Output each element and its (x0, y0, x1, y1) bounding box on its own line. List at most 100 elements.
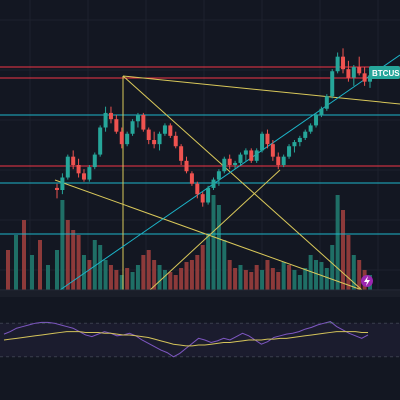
candle-body[interactable] (287, 146, 292, 157)
lightning-icon[interactable] (361, 275, 373, 287)
candle-body[interactable] (308, 125, 313, 132)
candle-body[interactable] (55, 187, 59, 190)
rsi-band (0, 323, 400, 357)
badge-background (369, 66, 400, 79)
candle-body[interactable] (173, 135, 178, 147)
volume-bar (130, 272, 135, 290)
volume-bar (92, 240, 97, 290)
candle-body[interactable] (119, 131, 124, 145)
volume-bar (114, 270, 119, 290)
candle-body[interactable] (162, 125, 167, 134)
candle-body[interactable] (87, 167, 92, 180)
volume-bar (357, 260, 362, 290)
candle-body[interactable] (227, 158, 232, 165)
volume-bar (98, 245, 103, 290)
candle-body[interactable] (200, 194, 205, 203)
candle-body[interactable] (195, 183, 200, 195)
volume-bar (211, 195, 216, 290)
candle-body[interactable] (238, 154, 243, 163)
trendline-diagonal-down[interactable] (122, 75, 363, 291)
candle-body[interactable] (76, 165, 81, 174)
candle-body[interactable] (114, 119, 119, 132)
candle-body[interactable] (314, 115, 319, 126)
candle-body[interactable] (330, 71, 335, 97)
volume-bar (103, 260, 108, 290)
volume-bar (227, 260, 232, 290)
volume-bar (30, 255, 34, 290)
candle-body[interactable] (351, 67, 356, 78)
volume-bar (303, 268, 308, 290)
candle-body[interactable] (265, 133, 270, 145)
rsi-line[interactable] (3, 320, 369, 358)
trendline-top[interactable] (122, 75, 400, 105)
candle-body[interactable] (222, 158, 227, 172)
candle-body[interactable] (189, 173, 194, 184)
trendline-diagonal-up[interactable] (149, 169, 281, 291)
candle-body[interactable] (324, 96, 329, 109)
volume-bar (254, 265, 259, 290)
volume-bar (276, 272, 281, 290)
candle-body[interactable] (157, 133, 162, 145)
candle-body[interactable] (346, 69, 351, 78)
candle-body[interactable] (260, 133, 265, 151)
candle-body[interactable] (81, 173, 86, 180)
candle-body[interactable] (211, 179, 216, 188)
candle-body[interactable] (357, 67, 362, 74)
candle-body[interactable] (335, 56, 340, 72)
volume-bar (81, 255, 86, 290)
volume-bar (76, 235, 81, 290)
candle-body[interactable] (179, 146, 184, 161)
volume-bar (243, 270, 248, 290)
candle-body[interactable] (108, 112, 113, 120)
candle-body[interactable] (152, 140, 157, 145)
candle-body[interactable] (71, 156, 76, 165)
candle-body[interactable] (249, 150, 254, 161)
volume-bar (330, 245, 335, 290)
candle-body[interactable] (362, 73, 367, 82)
candle-body[interactable] (168, 125, 173, 136)
candle-body[interactable] (146, 129, 151, 140)
candle-body[interactable] (341, 56, 346, 70)
volume-bar (152, 260, 157, 290)
candle-body[interactable] (281, 156, 286, 165)
trendline-lower[interactable] (54, 179, 363, 291)
candle-body[interactable] (297, 137, 302, 143)
volume-bar (189, 260, 194, 290)
candle-body[interactable] (98, 127, 103, 155)
candle-body[interactable] (130, 121, 135, 134)
volume-bar (297, 275, 302, 290)
candle-body[interactable] (60, 177, 65, 191)
volume-bar (233, 268, 238, 290)
volume-bar (119, 275, 124, 290)
candle-body[interactable] (184, 160, 189, 172)
candle-body[interactable] (319, 108, 324, 115)
candle-body[interactable] (206, 187, 211, 203)
trendline-channel-cyan[interactable] (59, 54, 400, 291)
volume-bar (125, 268, 130, 290)
candle-body[interactable] (243, 150, 248, 155)
candle-body[interactable] (135, 115, 140, 122)
candle-body[interactable] (303, 131, 308, 138)
candle-body[interactable] (233, 162, 238, 165)
candle-body[interactable] (125, 133, 130, 145)
candle-body[interactable] (216, 171, 221, 180)
candle-body[interactable] (141, 115, 146, 130)
candle-body[interactable] (65, 156, 70, 178)
candle-body[interactable] (92, 154, 97, 168)
rsi-moving-average-line[interactable] (3, 331, 368, 347)
candle-body[interactable] (276, 156, 281, 165)
candle-body[interactable] (292, 142, 297, 147)
volume-bar (173, 275, 178, 290)
volume-bar (324, 268, 329, 290)
rsi-indicator-pane[interactable] (0, 320, 400, 358)
symbol-price-badge[interactable]: BTCUSDT (369, 66, 400, 79)
candle-body[interactable] (270, 144, 275, 157)
volume-bar (162, 270, 167, 290)
candles[interactable] (55, 48, 372, 207)
candle-body[interactable] (103, 112, 108, 128)
candle-body[interactable] (254, 150, 259, 161)
trend-lines[interactable] (54, 54, 400, 291)
symbol-label: BTCUSDT (372, 69, 400, 78)
